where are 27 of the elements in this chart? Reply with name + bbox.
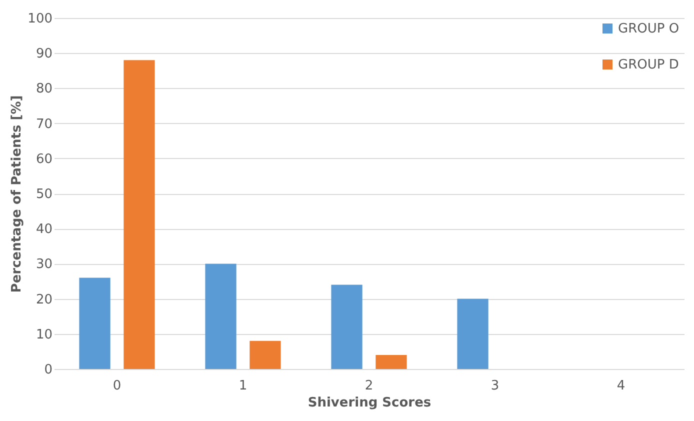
bar: [331, 284, 362, 369]
y-tick-label: 60: [36, 152, 52, 167]
x-tick-label: 3: [490, 378, 500, 394]
y-tick-label: 20: [36, 292, 52, 308]
x-tick-label: 1: [238, 378, 248, 394]
bar: [250, 340, 281, 369]
bar: [376, 354, 407, 369]
bar: [79, 278, 110, 369]
y-tick-label: 50: [36, 187, 52, 202]
x-tick-label: 0: [112, 378, 122, 394]
y-axis-title: Percentage of Patients [%]: [10, 95, 25, 293]
y-tick-label: 70: [36, 116, 52, 132]
x-tick-label: 2: [364, 378, 374, 394]
x-axis-title: Shivering Scores: [308, 396, 432, 410]
bar: [457, 298, 488, 369]
y-tick-label: 10: [36, 327, 52, 342]
y-tick-label: 100: [28, 12, 52, 26]
bar: [205, 264, 236, 369]
y-tick-label: 90: [36, 46, 52, 62]
bar: [124, 60, 155, 369]
x-tick-label: 4: [616, 378, 626, 394]
legend-label: GROUP D: [618, 58, 679, 72]
y-tick-label: 0: [44, 362, 52, 378]
legend-label: GROUP O: [618, 22, 680, 36]
y-tick-label: 40: [36, 222, 52, 238]
y-tick-label: 80: [36, 82, 52, 97]
y-tick-label: 30: [36, 257, 52, 272]
